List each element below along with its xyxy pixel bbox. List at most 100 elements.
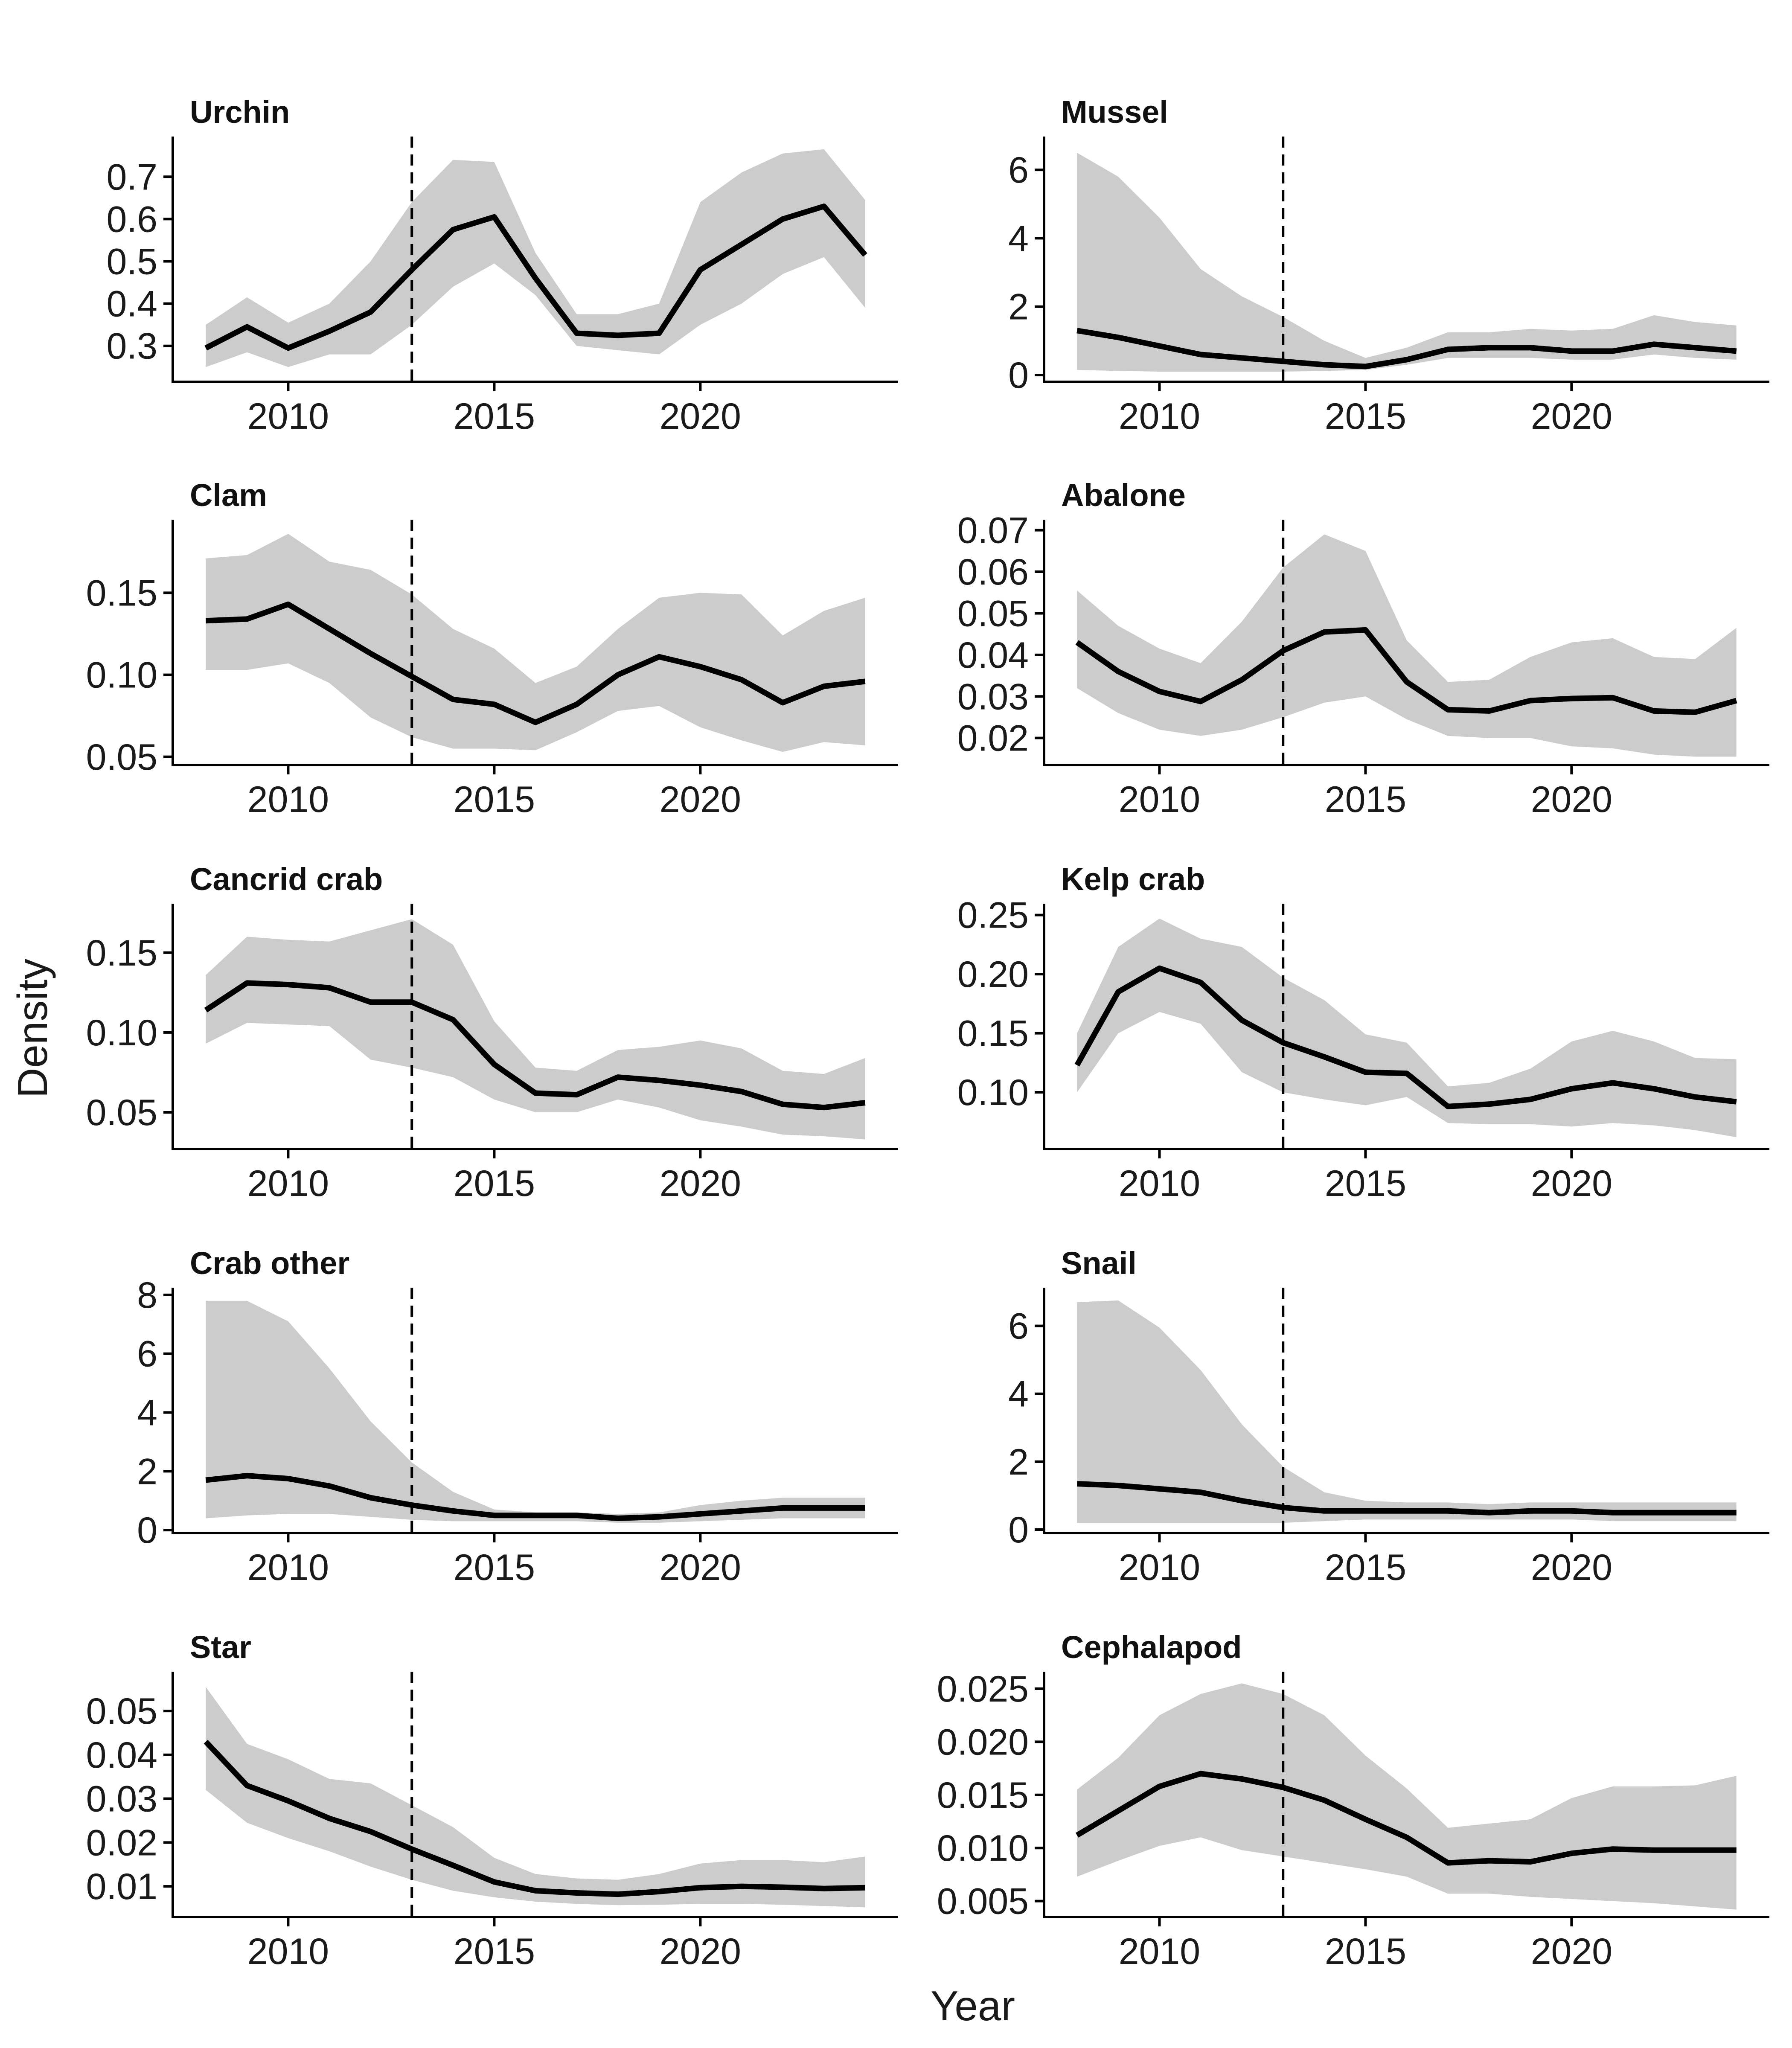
panel-title: Snail [1061,1245,1137,1281]
panel-title: Star [190,1629,251,1665]
y-tick-label: 0.7 [106,157,157,198]
x-tick-label: 2015 [454,1931,535,1972]
panel-crab-other: Crab other 0 2 4 6 8 2010 2015 2020 [137,1245,898,1588]
x-tick-label: 2015 [1325,1163,1406,1204]
confidence-band [1077,1300,1737,1523]
x-tick-label: 2010 [1119,396,1200,437]
panel-title: Kelp crab [1061,861,1205,897]
x-tick-label: 2010 [1119,1931,1200,1972]
y-tick-label: 0.15 [86,933,157,974]
x-tick-label: 2010 [1119,1547,1200,1588]
panel-title: Cancrid crab [190,861,383,897]
y-tick-label: 4 [137,1393,157,1434]
y-tick-label: 0.05 [957,593,1029,634]
panel-title: Cephalapod [1061,1629,1242,1665]
x-tick-label: 2020 [660,1931,741,1972]
y-tick-label: 6 [137,1334,157,1375]
x-axis-title: Year [931,1982,1015,2029]
density-line [1077,1481,1737,1516]
confidence-band [1077,534,1737,757]
y-tick-label: 0 [137,1510,157,1551]
x-tick-label: 2020 [660,779,741,820]
y-tick-label: 0.3 [106,326,157,367]
density-line [1076,328,1737,369]
y-tick-label: 2 [1008,1442,1029,1483]
y-tick-label: 0.025 [937,1669,1029,1710]
y-axis-title: Density [9,959,56,1098]
confidence-band [206,1300,865,1523]
y-tick-label: 0.03 [957,676,1029,717]
y-tick-label: 0.07 [957,510,1029,551]
x-tick-label: 2015 [454,1163,535,1204]
y-tick-label: 6 [1008,150,1029,191]
x-tick-label: 2010 [247,1547,329,1588]
x-tick-label: 2020 [660,1163,741,1204]
panel-title: Mussel [1061,94,1168,130]
confidence-band [1077,1683,1737,1910]
y-tick-label: 0.25 [957,895,1029,936]
panel-title: Abalone [1061,477,1186,513]
panel-abalone: Abalone 0.020.030.040.050.060.07 2010 2015 2… [957,477,1769,820]
y-tick-label: 4 [1008,218,1029,259]
y-tick-label: 0.02 [957,718,1029,759]
x-tick-label: 2020 [1531,396,1612,437]
confidence-band [206,149,865,367]
y-tick-label: 0.4 [106,284,157,325]
panel-snail: Snail 0 2 4 6 2010 2015 2020 [1008,1245,1769,1588]
x-tick-label: 2010 [247,396,329,437]
y-tick-label: 0.05 [86,1691,157,1732]
panel-title: Urchin [190,94,290,130]
panels: Urchin 0.30.40.50.60.7 2010 2015 2020 Mussel 0… [86,94,1769,1972]
panel-title: Crab other [190,1245,349,1281]
y-tick-label: 0.04 [86,1735,157,1776]
panel-urchin: Urchin 0.30.40.50.60.7 2010 2015 2020 [106,94,898,437]
x-tick-label: 2020 [1531,1163,1612,1204]
y-tick-label: 0.10 [957,1072,1029,1113]
y-tick-label: 0.020 [937,1722,1029,1763]
density-line [204,980,866,1111]
confidence-band [206,919,865,1140]
x-tick-label: 2015 [454,396,535,437]
confidence-band [206,534,865,752]
y-tick-label: 4 [1008,1374,1029,1415]
density-line [1074,965,1737,1109]
y-tick-label: 0 [1008,355,1029,396]
y-tick-label: 0.20 [957,954,1029,995]
y-tick-label: 0.05 [86,1092,157,1133]
y-tick-label: 0.04 [957,635,1029,676]
x-tick-label: 2020 [1531,779,1612,820]
y-tick-label: 6 [1008,1306,1029,1347]
density-line [1075,1771,1737,1866]
density-line [1075,627,1737,715]
density-line [204,1740,865,1897]
confidence-band [1077,918,1737,1137]
x-tick-label: 2015 [1325,396,1406,437]
panel-kelp-crab: Kelp crab 0.10 0.15 0.20 0.25 2010 2015 2020 [957,861,1769,1204]
x-tick-label: 2015 [1325,1547,1406,1588]
y-tick-label: 0.05 [86,737,157,778]
density-line [205,1473,865,1521]
x-tick-label: 2020 [660,1547,741,1588]
panel-mussel: Mussel 0 2 4 6 2010 2015 2020 [1008,94,1769,437]
density-line [204,204,867,351]
y-tick-label: 0.010 [937,1828,1029,1869]
x-tick-label: 2020 [1531,1931,1612,1972]
x-tick-label: 2015 [454,779,535,820]
panel-star: Star 0.010.020.030.040.05 2010 2015 2020 [86,1629,898,1972]
density-line [206,601,866,725]
y-tick-label: 0.6 [106,199,157,240]
y-tick-label: 0.005 [937,1881,1029,1922]
confidence-band [206,1687,865,1908]
x-tick-label: 2015 [1325,1931,1406,1972]
y-tick-label: 8 [137,1275,157,1316]
y-tick-label: 0.10 [86,1012,157,1053]
x-tick-label: 2010 [247,1163,329,1204]
x-tick-label: 2020 [660,396,741,437]
y-tick-label: 0.10 [86,655,157,696]
x-tick-label: 2015 [454,1547,535,1588]
x-tick-label: 2020 [1531,1547,1612,1588]
x-tick-label: 2010 [1119,1163,1200,1204]
panel-clam: Clam 0.05 0.10 0.15 2010 2015 2020 [86,477,898,820]
y-tick-label: 0.5 [106,241,157,282]
